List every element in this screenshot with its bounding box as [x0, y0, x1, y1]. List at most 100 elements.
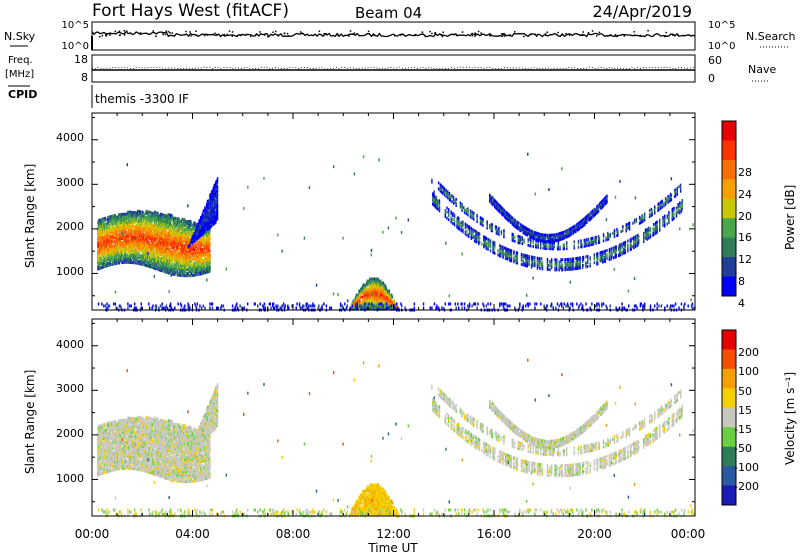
- power-cell: [548, 243, 550, 247]
- power-cell: [195, 245, 197, 249]
- power-cell: [106, 260, 108, 264]
- power-cell: [165, 216, 168, 220]
- power-cell: [630, 243, 632, 247]
- power-cell: [125, 242, 127, 246]
- power-cell: [99, 260, 101, 264]
- power-cell: [138, 235, 140, 239]
- power-cell: [151, 253, 153, 257]
- power-cell: [209, 193, 211, 197]
- power-cell: [118, 245, 121, 249]
- power-cell: [143, 243, 146, 247]
- power-cell: [511, 236, 514, 240]
- power-cell: [159, 262, 162, 266]
- power-cell: [99, 230, 101, 234]
- power-cell: [200, 272, 203, 276]
- power-cell: [184, 246, 187, 250]
- power-cell: [112, 218, 114, 222]
- power-cell: [356, 297, 359, 301]
- power-cell: [175, 261, 178, 265]
- power-cell: [133, 219, 136, 223]
- power-cell: [159, 256, 162, 260]
- power-cell: [529, 244, 531, 248]
- power-cell: [612, 248, 615, 252]
- power-cell: [166, 238, 168, 242]
- power-cell: [140, 224, 143, 228]
- power-cell: [181, 229, 184, 233]
- power-cell: [138, 244, 141, 248]
- power-cell: [212, 196, 215, 200]
- power-cell: [123, 258, 126, 262]
- power-cell: [100, 254, 102, 258]
- power-cell: [163, 217, 165, 221]
- power-cell: [538, 258, 540, 262]
- power-cell: [182, 227, 184, 231]
- power-cell: [173, 218, 175, 222]
- power-cell: [121, 220, 123, 224]
- power-cell: [122, 244, 124, 248]
- power-cell: [596, 252, 598, 256]
- power-cell: [118, 227, 121, 231]
- power-cell: [173, 236, 175, 240]
- power-cell: [355, 303, 358, 307]
- power-cell: [169, 231, 172, 235]
- power-cell: [205, 225, 207, 229]
- power-cell: [205, 244, 207, 248]
- power-cell: [496, 228, 498, 232]
- power-cell: [479, 216, 482, 220]
- power-cell: [120, 229, 122, 233]
- power-cell: [597, 258, 599, 262]
- power-cell: [614, 251, 617, 255]
- power-cell: [128, 242, 130, 246]
- power-cell: [117, 217, 119, 221]
- power-cell: [162, 231, 164, 235]
- power-cell: [134, 231, 137, 235]
- power-cell: [103, 229, 106, 233]
- power-cell: [175, 237, 178, 241]
- power-cell: [198, 254, 200, 258]
- power-cell: [175, 249, 178, 253]
- power-cell: [437, 181, 440, 185]
- power-cell: [184, 270, 187, 274]
- power-cell: [165, 266, 168, 270]
- power-cell: [513, 260, 515, 264]
- power-cell: [109, 235, 112, 239]
- power-cell: [179, 239, 182, 243]
- power-cell: [113, 254, 116, 258]
- power-cell: [97, 263, 100, 267]
- power-cell: [181, 225, 184, 229]
- power-cell: [211, 221, 214, 225]
- power-cell: [182, 250, 184, 254]
- power-cell: [182, 264, 184, 268]
- power-cell: [134, 249, 137, 253]
- power-cell: [552, 245, 555, 249]
- noise-search-point: [453, 33, 456, 35]
- noise-search-point: [639, 34, 642, 37]
- power-cell: [531, 263, 534, 267]
- power-cell: [385, 297, 387, 301]
- power-cell: [178, 261, 180, 265]
- power-cell: [198, 238, 200, 242]
- power-cell: [154, 264, 157, 268]
- power-cell: [172, 252, 174, 256]
- power-cell: [375, 287, 378, 291]
- power-cell: [216, 185, 219, 189]
- power-cell: [105, 254, 107, 258]
- power-cell: [144, 227, 147, 231]
- power-cell: [579, 264, 581, 268]
- power-cell: [457, 222, 459, 226]
- power-cell: [117, 219, 119, 223]
- power-cell: [132, 222, 134, 226]
- power-cell: [447, 196, 449, 200]
- power-cell: [557, 247, 560, 251]
- power-cell: [166, 232, 168, 236]
- power-cell: [207, 248, 210, 252]
- power-cell: [100, 250, 102, 254]
- power-cell: [117, 229, 120, 233]
- power-cell: [189, 256, 191, 260]
- power-cell: [112, 230, 114, 234]
- power-cell: [174, 250, 176, 254]
- power-cell: [164, 246, 166, 250]
- power-cell: [140, 254, 143, 258]
- power-cell: [380, 297, 382, 301]
- power-cell: [375, 283, 378, 287]
